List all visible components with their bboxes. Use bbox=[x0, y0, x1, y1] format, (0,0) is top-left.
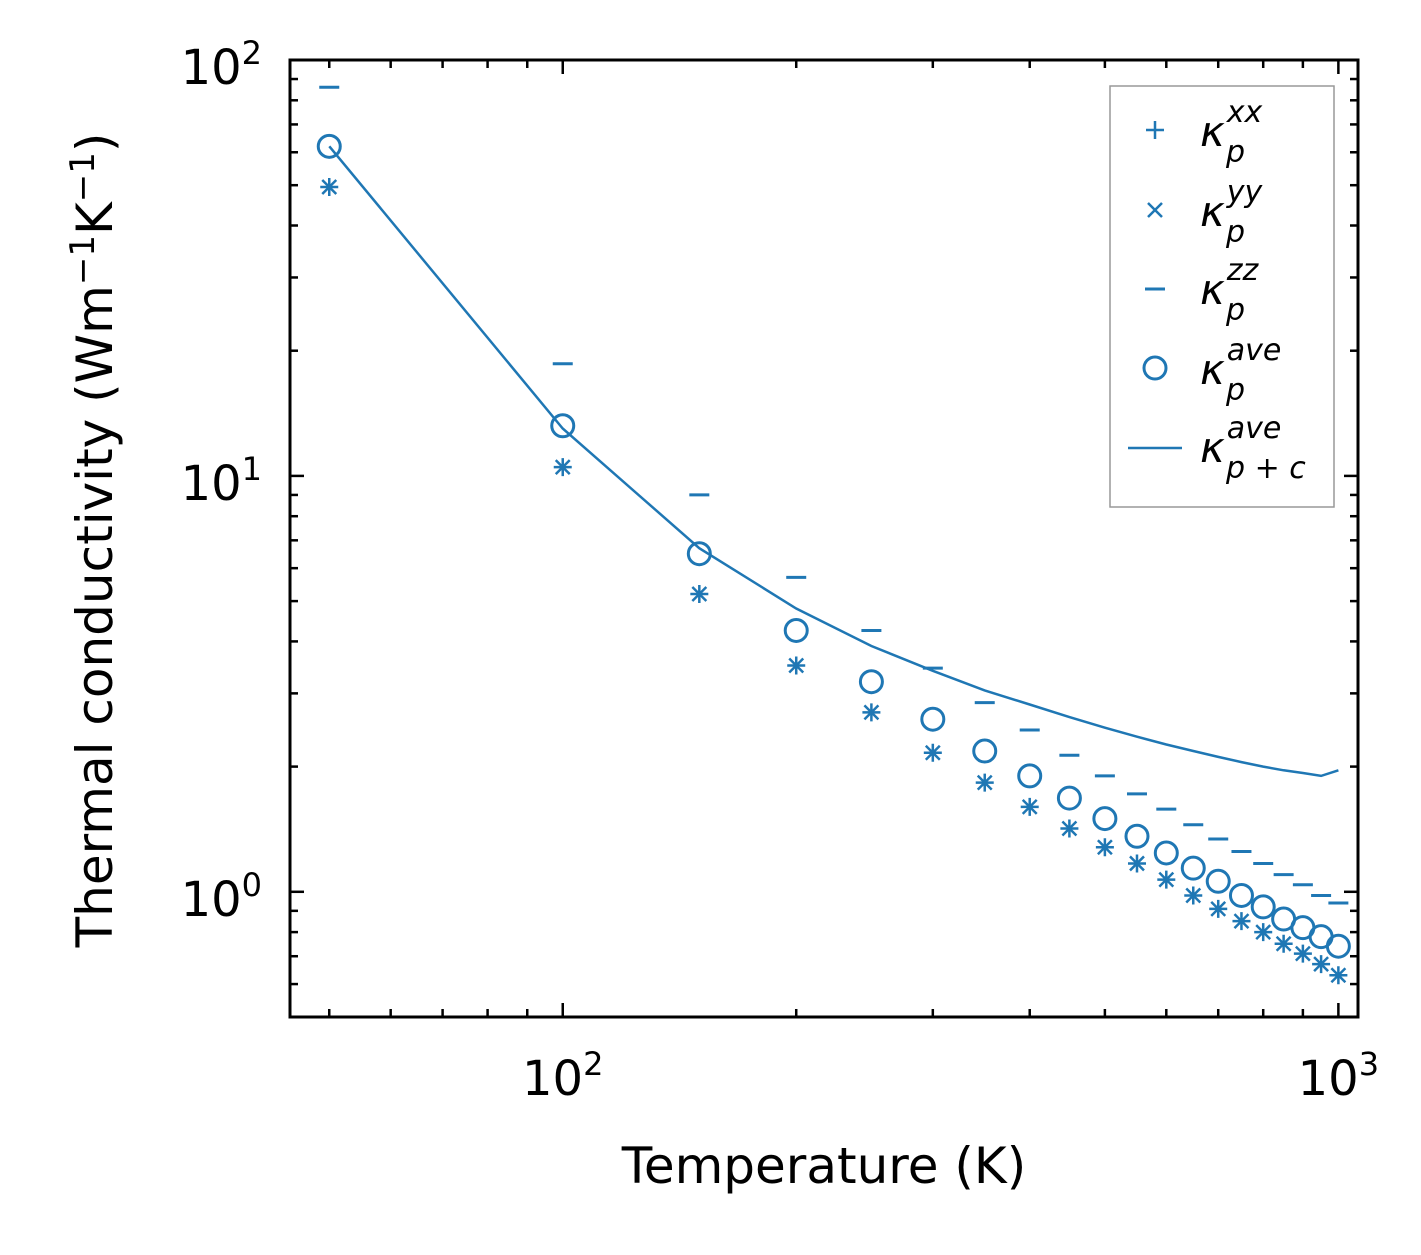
series-line-ave_pc bbox=[328, 145, 1339, 778]
axis-ticks bbox=[290, 58, 1358, 1019]
point-yy bbox=[1255, 924, 1272, 940]
point-yy bbox=[1185, 887, 1202, 904]
point-yy bbox=[1313, 956, 1329, 973]
x-tick-label: 103 bbox=[1298, 1045, 1379, 1107]
legend-markers bbox=[1128, 121, 1182, 450]
point-ave bbox=[783, 617, 809, 643]
legend-marker-yy bbox=[1147, 202, 1163, 218]
point-yy bbox=[691, 586, 708, 602]
point-yy bbox=[1294, 945, 1311, 962]
point-yy bbox=[1158, 871, 1175, 888]
point-yy bbox=[788, 657, 805, 674]
y-tick-label: 102 bbox=[181, 34, 262, 96]
legend-label-ave: κave p bbox=[1200, 333, 1281, 408]
point-ave bbox=[1205, 868, 1231, 894]
legend-marker-xx bbox=[1146, 121, 1164, 139]
point-ave bbox=[550, 413, 576, 439]
legend-box bbox=[1109, 85, 1335, 508]
point-yy bbox=[863, 704, 880, 721]
point-yy bbox=[1330, 967, 1347, 984]
axis-tick-labels: 102 103 100 101 102 bbox=[181, 34, 1380, 1107]
plot-frame bbox=[288, 58, 1360, 1019]
point-yy bbox=[1275, 935, 1292, 952]
y-tick-label: 101 bbox=[181, 450, 262, 512]
point-ave bbox=[1228, 882, 1254, 908]
point-yy bbox=[1129, 855, 1145, 872]
legend-label-xx: κxx p bbox=[1200, 95, 1263, 170]
point-ave bbox=[1325, 933, 1351, 959]
point-yy bbox=[1210, 900, 1227, 917]
point-yy bbox=[554, 459, 571, 475]
point-ave bbox=[1092, 806, 1118, 832]
legend-label-zz: κzz p bbox=[1200, 253, 1260, 328]
legend-marker-ave bbox=[1142, 355, 1168, 381]
legend-label-ave-pc: κave p + c bbox=[1200, 411, 1306, 486]
point-ave bbox=[972, 738, 998, 764]
point-ave bbox=[1250, 894, 1276, 920]
legend: κxx p κyy p κzz p κave p κave p + c bbox=[1109, 85, 1335, 508]
data-layer bbox=[316, 85, 1351, 985]
point-yy bbox=[1233, 913, 1250, 930]
x-axis-title: Temperature (K) bbox=[621, 1137, 1026, 1195]
point-ave bbox=[1180, 855, 1206, 881]
point-yy bbox=[1096, 839, 1113, 856]
point-ave bbox=[1017, 763, 1043, 789]
point-yy bbox=[1061, 820, 1078, 837]
y-axis-title: Thermal conductivity (Wm−1K−1) bbox=[63, 133, 124, 949]
x-tick-label: 102 bbox=[522, 1045, 603, 1107]
point-ave bbox=[1124, 823, 1150, 849]
point-ave bbox=[316, 133, 342, 159]
point-ave bbox=[1153, 840, 1179, 866]
point-ave bbox=[920, 706, 946, 732]
point-yy bbox=[321, 179, 338, 195]
point-yy bbox=[924, 744, 941, 761]
point-yy bbox=[1021, 799, 1038, 815]
point-ave bbox=[858, 669, 884, 695]
point-yy bbox=[976, 774, 993, 791]
legend-label-yy: κyy p bbox=[1200, 175, 1264, 250]
y-tick-label: 100 bbox=[181, 866, 262, 928]
point-ave bbox=[1056, 785, 1082, 811]
